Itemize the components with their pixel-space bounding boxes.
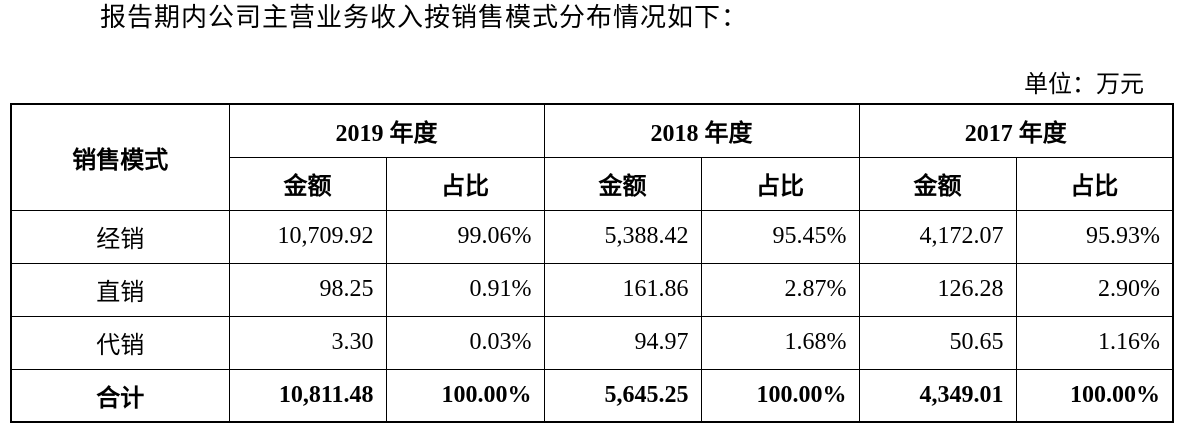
sub-header: 金额 [858,156,1017,211]
cell: 0.03% [385,315,545,370]
data-row: 经销 10,709.92 99.06% 5,388.42 95.45% 4,172.07 9… [10,209,1174,264]
cell: 1.68% [700,315,860,370]
cell: 10,811.48 [228,368,387,423]
table-body: 销售模式 2019 年度 2018 年度 2017 年度 金额 占比 金额 占比 金额 占比 经销 1… [10,103,1174,423]
header-row: 销售模式 2019 年度 2018 年度 2017 年度 [10,103,1174,211]
sub-header: 占比 [700,156,860,211]
cell: 0.91% [385,262,545,317]
cell: 95.45% [700,209,860,264]
sales-table: 销售模式 2019 年度 2018 年度 2017 年度 金额 占比 金额 占比 金额 占比 经销 1… [10,103,1174,423]
cell: 100.00% [700,368,860,423]
sub-header: 金额 [543,156,702,211]
cell: 94.97 [543,315,702,370]
year-header: 2019 年度 [228,103,545,158]
row-label: 代销 [10,315,230,370]
sub-header: 占比 [385,156,545,211]
cell: 5,645.25 [543,368,702,423]
cell: 126.28 [858,262,1017,317]
data-row: 代销 3.30 0.03% 94.97 1.68% 50.65 1.16% [10,315,1174,370]
year-header: 2017 年度 [858,103,1174,158]
row-label: 经销 [10,209,230,264]
cell: 161.86 [543,262,702,317]
cell: 99.06% [385,209,545,264]
cell: 95.93% [1015,209,1174,264]
cell: 4,349.01 [858,368,1017,423]
sub-header: 占比 [1015,156,1174,211]
unit-label: 单位：万元 [1024,72,1144,98]
corner-header: 销售模式 [10,103,230,211]
sub-header: 金额 [228,156,387,211]
data-row: 合计 10,811.48 100.00% 5,645.25 100.00% 4,349.0… [10,368,1174,423]
row-label: 直销 [10,262,230,317]
intro-text: 报告期内公司主营业务收入按销售模式分布情况如下： [100,3,749,32]
cell: 1.16% [1015,315,1174,370]
cell: 4,172.07 [858,209,1017,264]
row-label: 合计 [10,368,230,423]
cell: 98.25 [228,262,387,317]
data-row: 直销 98.25 0.91% 161.86 2.87% 126.28 2.90% [10,262,1174,317]
cell: 100.00% [385,368,545,423]
cell: 3.30 [228,315,387,370]
cell: 2.90% [1015,262,1174,317]
cell: 10,709.92 [228,209,387,264]
cell: 50.65 [858,315,1017,370]
cell: 5,388.42 [543,209,702,264]
cell: 100.00% [1015,368,1174,423]
cell: 2.87% [700,262,860,317]
year-header: 2018 年度 [543,103,860,158]
